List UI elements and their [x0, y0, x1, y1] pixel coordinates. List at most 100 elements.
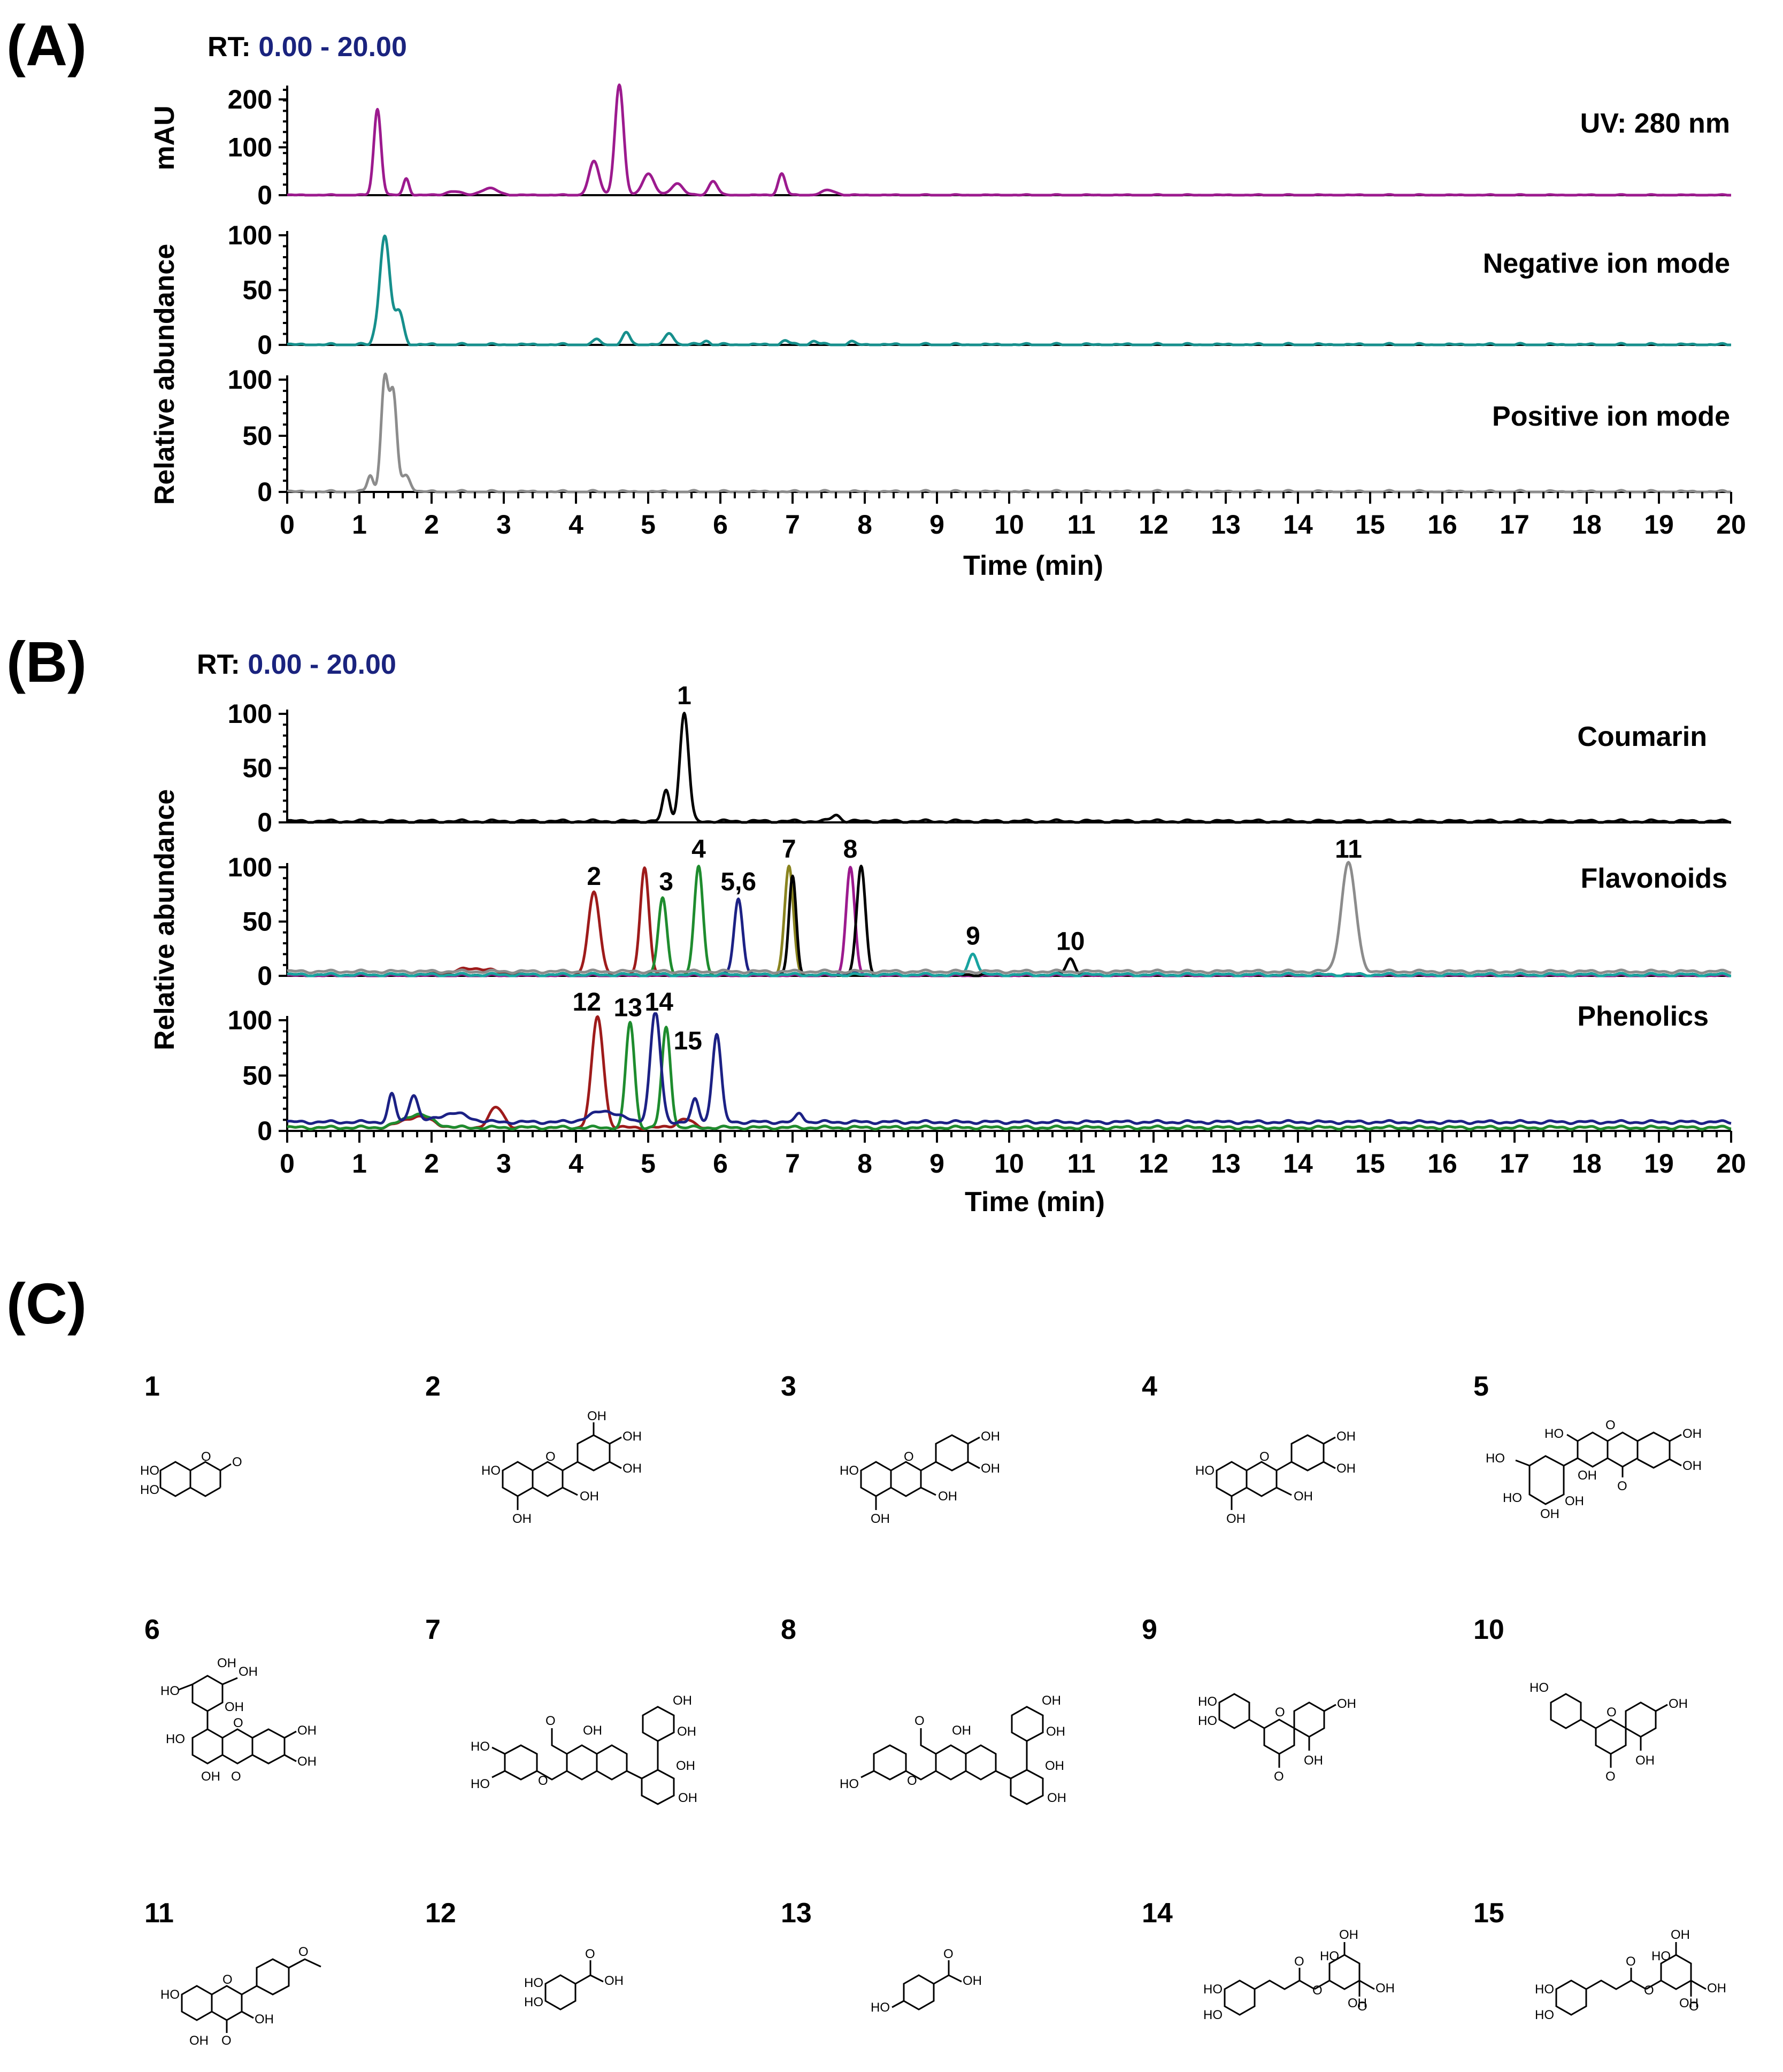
structure-8: O OH O HO OH OH OH OH [840, 1693, 1066, 1805]
compound-number-2: 2 [425, 1371, 441, 1402]
svg-text:HO: HO [1486, 1451, 1505, 1466]
panel-b-letter: (B) [6, 629, 87, 694]
structure-12-drawing: HO HO O OH [524, 1947, 624, 2011]
trace-label-flavonoids: Flavonoids [1581, 863, 1727, 894]
x-tick-label-a-xaxis-10: 10 [994, 510, 1024, 540]
panel-a-letter: (A) [6, 13, 87, 78]
svg-text:OH: OH [1337, 1697, 1356, 1711]
panel-b-rt-range: 0.00 - 20.00 [248, 649, 396, 680]
svg-text:OH: OH [201, 1769, 220, 1784]
svg-text:HO: HO [840, 1464, 859, 1478]
structure-5-drawing: HO O OH OH O OH HO HO OH OH [1486, 1418, 1702, 1521]
x-tick-label-b-xaxis-12: 12 [1139, 1149, 1169, 1179]
y-tick-label-coumarin-50: 50 [242, 753, 272, 783]
compound-number-1: 1 [144, 1371, 160, 1402]
svg-text:OH: OH [1294, 1489, 1313, 1504]
x-tick-label-a-xaxis-2: 2 [424, 510, 439, 540]
svg-text:O: O [1607, 1705, 1617, 1720]
svg-text:O: O [1605, 1769, 1616, 1784]
svg-text:O: O [233, 1716, 243, 1730]
x-tick-label-b-xaxis-4: 4 [568, 1149, 583, 1179]
x-tick-label-b-xaxis-2: 2 [424, 1149, 439, 1179]
series-line-flavonoids-2 [286, 866, 1732, 977]
x-tick-label-b-xaxis-1: 1 [352, 1149, 367, 1179]
x-tick-label-b-xaxis-5: 5 [641, 1149, 656, 1179]
svg-text:HO: HO [471, 1777, 490, 1791]
svg-text:OH: OH [1669, 1697, 1688, 1711]
svg-text:OH: OH [1047, 1791, 1066, 1805]
series-line-uv-UV-280-nm [286, 83, 1732, 197]
svg-text:HO: HO [1651, 1949, 1671, 1963]
compound-number-14: 14 [1142, 1898, 1173, 1929]
svg-text:OH: OH [952, 1723, 971, 1738]
compound-number-8: 8 [781, 1614, 796, 1645]
y-tick-label-flavonoids-0: 0 [257, 961, 272, 991]
x-tick-label-a-xaxis-5: 5 [641, 510, 656, 540]
panel-b-x-axis: 0 1 2 3 4 5 6 7 8 9 10 11 12 13 14 15 16 17 18 19 20 [280, 1131, 1746, 1179]
svg-text:O: O [545, 1450, 556, 1464]
svg-text:HO: HO [166, 1732, 185, 1746]
y-tick-label-coumarin-100: 100 [228, 699, 272, 729]
compound-number-15: 15 [1473, 1898, 1504, 1929]
structure-3-drawing: HO O OH OH OH OH [840, 1429, 1000, 1526]
svg-text:OH: OH [1540, 1507, 1559, 1521]
svg-text:OH: OH [1671, 1928, 1690, 1942]
x-tick-label-a-xaxis-9: 9 [929, 510, 944, 540]
svg-text:HO: HO [140, 1464, 159, 1478]
chart-uv-280: 0 100 200 [228, 83, 1732, 210]
x-tick-label-a-xaxis-14: 14 [1283, 510, 1313, 540]
svg-text:OH: OH [938, 1489, 957, 1504]
svg-text:HO: HO [871, 2000, 890, 2015]
svg-text:O: O [201, 1450, 211, 1464]
svg-text:OH: OH [1339, 1928, 1358, 1942]
structure-12: HO HO O OH [524, 1947, 624, 2011]
series-line-flavonoids-9 [286, 952, 1732, 977]
svg-text:OH: OH [1226, 1512, 1246, 1526]
trace-label-negative: Negative ion mode [1483, 248, 1730, 279]
x-tick-label-a-xaxis-16: 16 [1427, 510, 1457, 540]
panel-a-ylabel: Relative abundance [149, 244, 180, 505]
structure-10: HO O OH O OH [1530, 1681, 1688, 1784]
x-tick-label-b-xaxis-18: 18 [1572, 1149, 1602, 1179]
x-tick-label-b-xaxis-9: 9 [929, 1149, 944, 1179]
svg-text:OH: OH [678, 1791, 697, 1805]
x-tick-label-b-xaxis-7: 7 [785, 1149, 800, 1179]
x-tick-label-a-xaxis-1: 1 [352, 510, 367, 540]
trace-label-phenolics: Phenolics [1577, 1001, 1709, 1032]
svg-text:O: O [904, 1450, 914, 1464]
x-tick-label-a-xaxis-3: 3 [496, 510, 511, 540]
y-tick-label-phenolics-0: 0 [257, 1116, 272, 1146]
structure-1: HO HO O O [140, 1450, 242, 1497]
x-tick-label-b-xaxis-17: 17 [1500, 1149, 1530, 1179]
svg-text:OH: OH [1042, 1693, 1061, 1708]
x-tick-label-a-xaxis-0: 0 [280, 510, 295, 540]
structure-1-drawing: HO HO O O [140, 1450, 242, 1497]
y-tick-label-uv-0: 0 [257, 180, 272, 210]
x-tick-label-a-xaxis-11: 11 [1067, 510, 1096, 540]
svg-text:O: O [545, 1714, 556, 1728]
chart-flavonoids: 0 50 100 2 34 5,6 7 8 9 10 11 [228, 835, 1732, 991]
svg-text:O: O [1644, 1983, 1654, 1998]
svg-text:OH: OH [512, 1512, 532, 1526]
peak-label-15: 15 [674, 1027, 702, 1055]
svg-text:O: O [298, 1945, 309, 1959]
x-tick-label-a-xaxis-4: 4 [568, 510, 583, 540]
x-tick-label-b-xaxis-8: 8 [857, 1149, 872, 1179]
compound-number-11: 11 [144, 1898, 174, 1929]
svg-text:OH: OH [1348, 1996, 1367, 2011]
x-tick-label-a-xaxis-15: 15 [1355, 510, 1385, 540]
x-tick-label-a-xaxis-13: 13 [1211, 510, 1241, 540]
svg-text:OH: OH [225, 1700, 244, 1714]
structure-4: HO O OH OH OH OH [1195, 1429, 1356, 1526]
svg-text:O: O [1626, 1954, 1636, 1969]
svg-text:O: O [1617, 1479, 1627, 1493]
panel-a-rt: RT: 0.00 - 20.00 [207, 32, 407, 63]
svg-text:O: O [221, 2034, 232, 2048]
chart-positive-ion: 0 50 100 [228, 365, 1732, 507]
structure-3: HO O OH OH OH OH [840, 1429, 1000, 1526]
structure-7: O OH O HO HO OH OH OH OH [471, 1693, 697, 1805]
peak-label-9: 9 [966, 922, 980, 950]
